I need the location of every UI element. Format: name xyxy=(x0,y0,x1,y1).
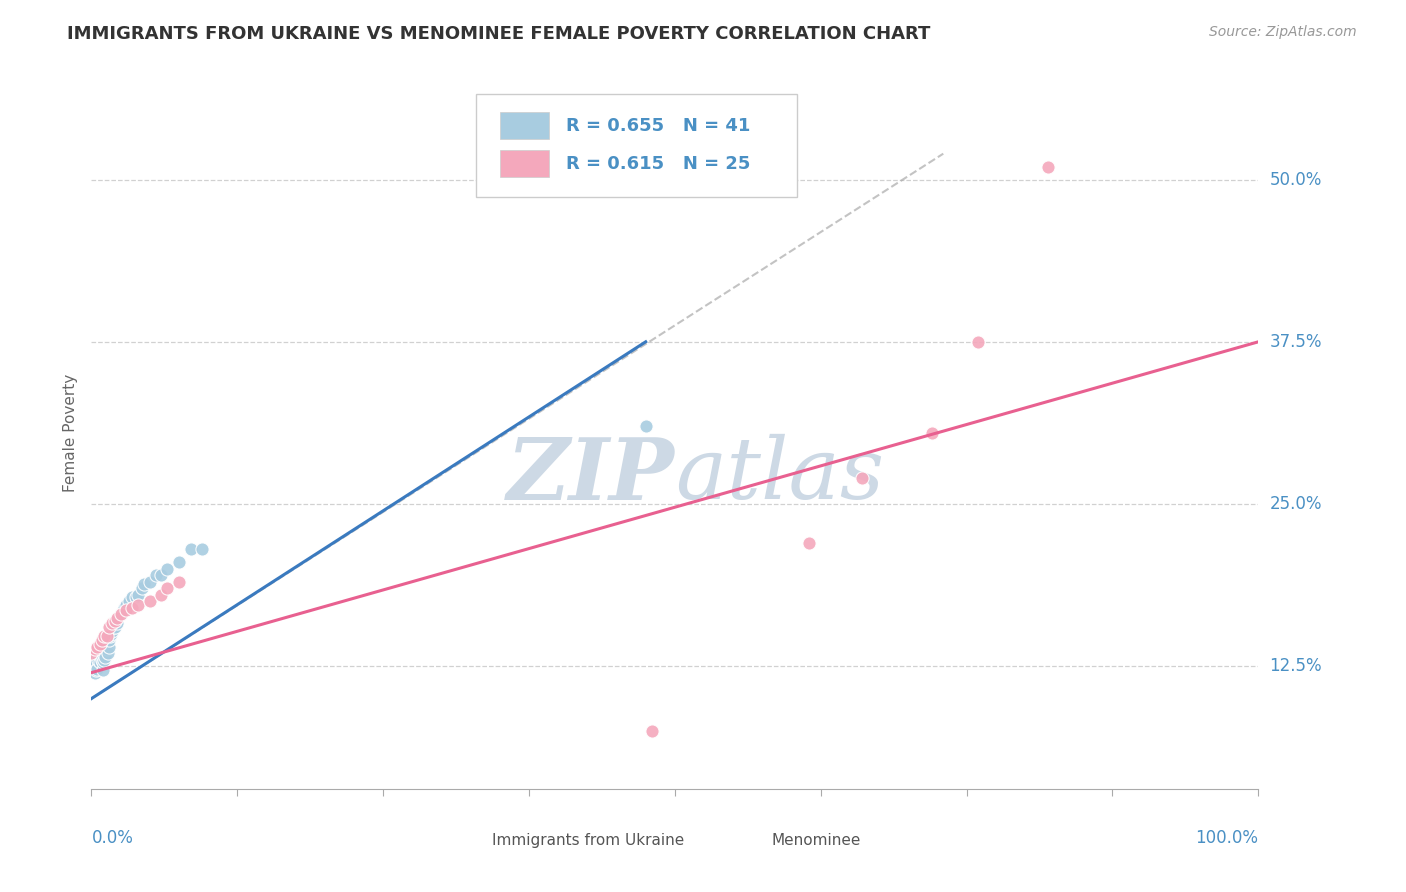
Point xyxy=(96,642,118,657)
Point xyxy=(851,471,873,485)
Point xyxy=(97,620,120,634)
Point xyxy=(101,624,124,639)
Point xyxy=(150,568,173,582)
Text: R = 0.615   N = 25: R = 0.615 N = 25 xyxy=(567,154,751,172)
Point xyxy=(94,650,117,665)
Point xyxy=(98,629,121,643)
Point xyxy=(101,616,124,631)
Point xyxy=(104,614,127,628)
Text: atlas: atlas xyxy=(675,434,884,516)
Point xyxy=(86,640,108,654)
Point xyxy=(640,724,662,739)
Point xyxy=(121,600,143,615)
Point xyxy=(91,655,114,669)
Text: 50.0%: 50.0% xyxy=(1270,170,1322,188)
Point xyxy=(967,334,990,349)
Text: Immigrants from Ukraine: Immigrants from Ukraine xyxy=(492,833,683,848)
Point xyxy=(105,611,128,625)
Point xyxy=(105,616,128,631)
Text: 25.0%: 25.0% xyxy=(1270,495,1322,513)
Text: 37.5%: 37.5% xyxy=(1270,333,1322,351)
Point xyxy=(80,655,103,669)
Bar xyxy=(453,829,486,854)
Point xyxy=(96,629,118,643)
Point xyxy=(89,655,111,669)
Point xyxy=(138,574,162,589)
Text: 0.0%: 0.0% xyxy=(91,829,134,847)
FancyBboxPatch shape xyxy=(477,94,797,197)
Point xyxy=(167,555,190,569)
Text: Menominee: Menominee xyxy=(772,833,860,848)
Point xyxy=(115,603,138,617)
Point xyxy=(97,646,120,660)
Point xyxy=(132,577,155,591)
Point xyxy=(97,640,120,654)
Point xyxy=(125,591,148,605)
Point xyxy=(80,659,103,673)
Point xyxy=(90,653,112,667)
Point xyxy=(191,542,214,557)
Point xyxy=(921,425,943,440)
Point xyxy=(138,594,162,608)
Point xyxy=(131,582,153,596)
Point xyxy=(97,633,120,648)
Point xyxy=(156,562,179,576)
Y-axis label: Female Poverty: Female Poverty xyxy=(63,374,79,491)
Point xyxy=(797,536,820,550)
Point xyxy=(145,568,167,582)
Point xyxy=(103,620,125,634)
Point xyxy=(100,626,122,640)
Point xyxy=(121,591,143,605)
Point xyxy=(104,614,127,628)
Point xyxy=(80,646,103,660)
Bar xyxy=(501,112,548,139)
Point xyxy=(150,588,173,602)
Point xyxy=(167,574,190,589)
Point xyxy=(127,588,149,602)
Point xyxy=(1038,160,1060,174)
Text: R = 0.655   N = 41: R = 0.655 N = 41 xyxy=(567,117,751,135)
Text: ZIP: ZIP xyxy=(508,434,675,517)
Bar xyxy=(734,829,766,854)
Point xyxy=(90,633,112,648)
Point xyxy=(180,542,202,557)
Point xyxy=(93,629,115,643)
Point xyxy=(84,663,107,677)
Point xyxy=(127,598,149,612)
Point xyxy=(112,600,135,615)
Text: Source: ZipAtlas.com: Source: ZipAtlas.com xyxy=(1209,25,1357,39)
Point xyxy=(110,607,132,622)
Point xyxy=(115,598,138,612)
Point xyxy=(91,663,114,677)
Point xyxy=(93,653,115,667)
Point xyxy=(156,582,179,596)
Point xyxy=(118,594,141,608)
Text: 12.5%: 12.5% xyxy=(1270,657,1322,675)
Point xyxy=(83,642,105,657)
Point xyxy=(104,620,127,634)
Point xyxy=(89,637,111,651)
Point xyxy=(90,648,112,663)
Point xyxy=(86,662,108,676)
Text: 100.0%: 100.0% xyxy=(1195,829,1258,847)
Point xyxy=(110,607,132,622)
Point xyxy=(83,665,105,680)
Bar xyxy=(501,150,548,178)
Point xyxy=(634,419,657,434)
Point xyxy=(87,653,110,667)
Text: IMMIGRANTS FROM UKRAINE VS MENOMINEE FEMALE POVERTY CORRELATION CHART: IMMIGRANTS FROM UKRAINE VS MENOMINEE FEM… xyxy=(67,25,931,43)
